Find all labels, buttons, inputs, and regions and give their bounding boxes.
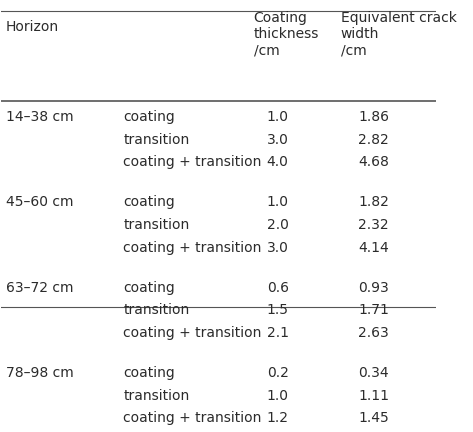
Text: 2.0: 2.0 xyxy=(267,218,289,232)
Text: transition: transition xyxy=(123,218,190,232)
Text: 2.63: 2.63 xyxy=(358,326,389,340)
Text: 4.68: 4.68 xyxy=(358,156,389,169)
Text: 3.0: 3.0 xyxy=(267,133,289,146)
Text: 63–72 cm: 63–72 cm xyxy=(6,281,73,295)
Text: 1.11: 1.11 xyxy=(358,388,389,403)
Text: 2.32: 2.32 xyxy=(358,218,389,232)
Text: 0.34: 0.34 xyxy=(358,366,389,380)
Text: coating: coating xyxy=(123,195,175,209)
Text: coating + transition: coating + transition xyxy=(123,326,262,340)
Text: 1.82: 1.82 xyxy=(358,195,389,209)
Text: coating: coating xyxy=(123,110,175,124)
Text: coating + transition: coating + transition xyxy=(123,411,262,425)
Text: 3.0: 3.0 xyxy=(267,241,289,254)
Text: 0.6: 0.6 xyxy=(267,281,289,295)
Text: 78–98 cm: 78–98 cm xyxy=(6,366,73,380)
Text: 1.5: 1.5 xyxy=(267,303,289,317)
Text: coating + transition: coating + transition xyxy=(123,156,262,169)
Text: 14–38 cm: 14–38 cm xyxy=(6,110,73,124)
Text: 1.71: 1.71 xyxy=(358,303,389,317)
Text: 2.1: 2.1 xyxy=(267,326,289,340)
Text: Horizon: Horizon xyxy=(6,20,59,34)
Text: 4.14: 4.14 xyxy=(358,241,389,254)
Text: 1.0: 1.0 xyxy=(267,388,289,403)
Text: 0.2: 0.2 xyxy=(267,366,289,380)
Text: 1.0: 1.0 xyxy=(267,110,289,124)
Text: 1.86: 1.86 xyxy=(358,110,389,124)
Text: transition: transition xyxy=(123,133,190,146)
Text: Equivalent crack
width
/cm: Equivalent crack width /cm xyxy=(341,11,456,57)
Text: 0.93: 0.93 xyxy=(358,281,389,295)
Text: 1.0: 1.0 xyxy=(267,195,289,209)
Text: coating: coating xyxy=(123,366,175,380)
Text: 1.45: 1.45 xyxy=(358,411,389,425)
Text: 1.2: 1.2 xyxy=(267,411,289,425)
Text: 45–60 cm: 45–60 cm xyxy=(6,195,73,209)
Text: coating + transition: coating + transition xyxy=(123,241,262,254)
Text: 2.82: 2.82 xyxy=(358,133,389,146)
Text: coating: coating xyxy=(123,281,175,295)
Text: transition: transition xyxy=(123,388,190,403)
Text: 4.0: 4.0 xyxy=(267,156,289,169)
Text: Coating
thickness
/cm: Coating thickness /cm xyxy=(254,11,319,57)
Text: transition: transition xyxy=(123,303,190,317)
